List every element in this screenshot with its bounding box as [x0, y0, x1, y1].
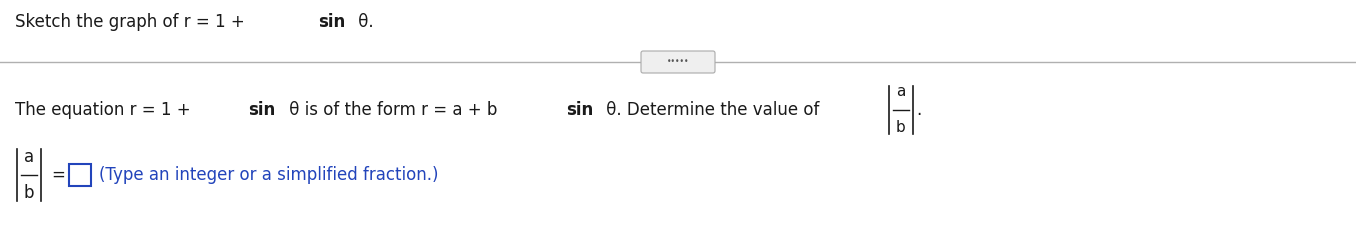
- Text: (Type an integer or a simplified fraction.): (Type an integer or a simplified fractio…: [99, 166, 438, 184]
- Text: b: b: [896, 120, 906, 136]
- Text: .: .: [917, 101, 922, 119]
- Text: The equation r = 1 +: The equation r = 1 +: [15, 101, 195, 119]
- Text: θ is of the form r = a + b: θ is of the form r = a + b: [283, 101, 502, 119]
- FancyBboxPatch shape: [69, 164, 91, 186]
- Text: θ. Determine the value of: θ. Determine the value of: [601, 101, 819, 119]
- Text: a: a: [896, 84, 906, 100]
- Text: •••••: •••••: [667, 58, 689, 66]
- Text: b: b: [24, 184, 34, 202]
- Text: sin: sin: [248, 101, 275, 119]
- Text: Sketch the graph of r = 1 +: Sketch the graph of r = 1 +: [15, 13, 250, 31]
- Text: θ.: θ.: [354, 13, 374, 31]
- Text: sin: sin: [319, 13, 346, 31]
- Text: =: =: [52, 166, 65, 184]
- Text: sin: sin: [565, 101, 593, 119]
- FancyBboxPatch shape: [641, 51, 715, 73]
- Text: a: a: [24, 148, 34, 166]
